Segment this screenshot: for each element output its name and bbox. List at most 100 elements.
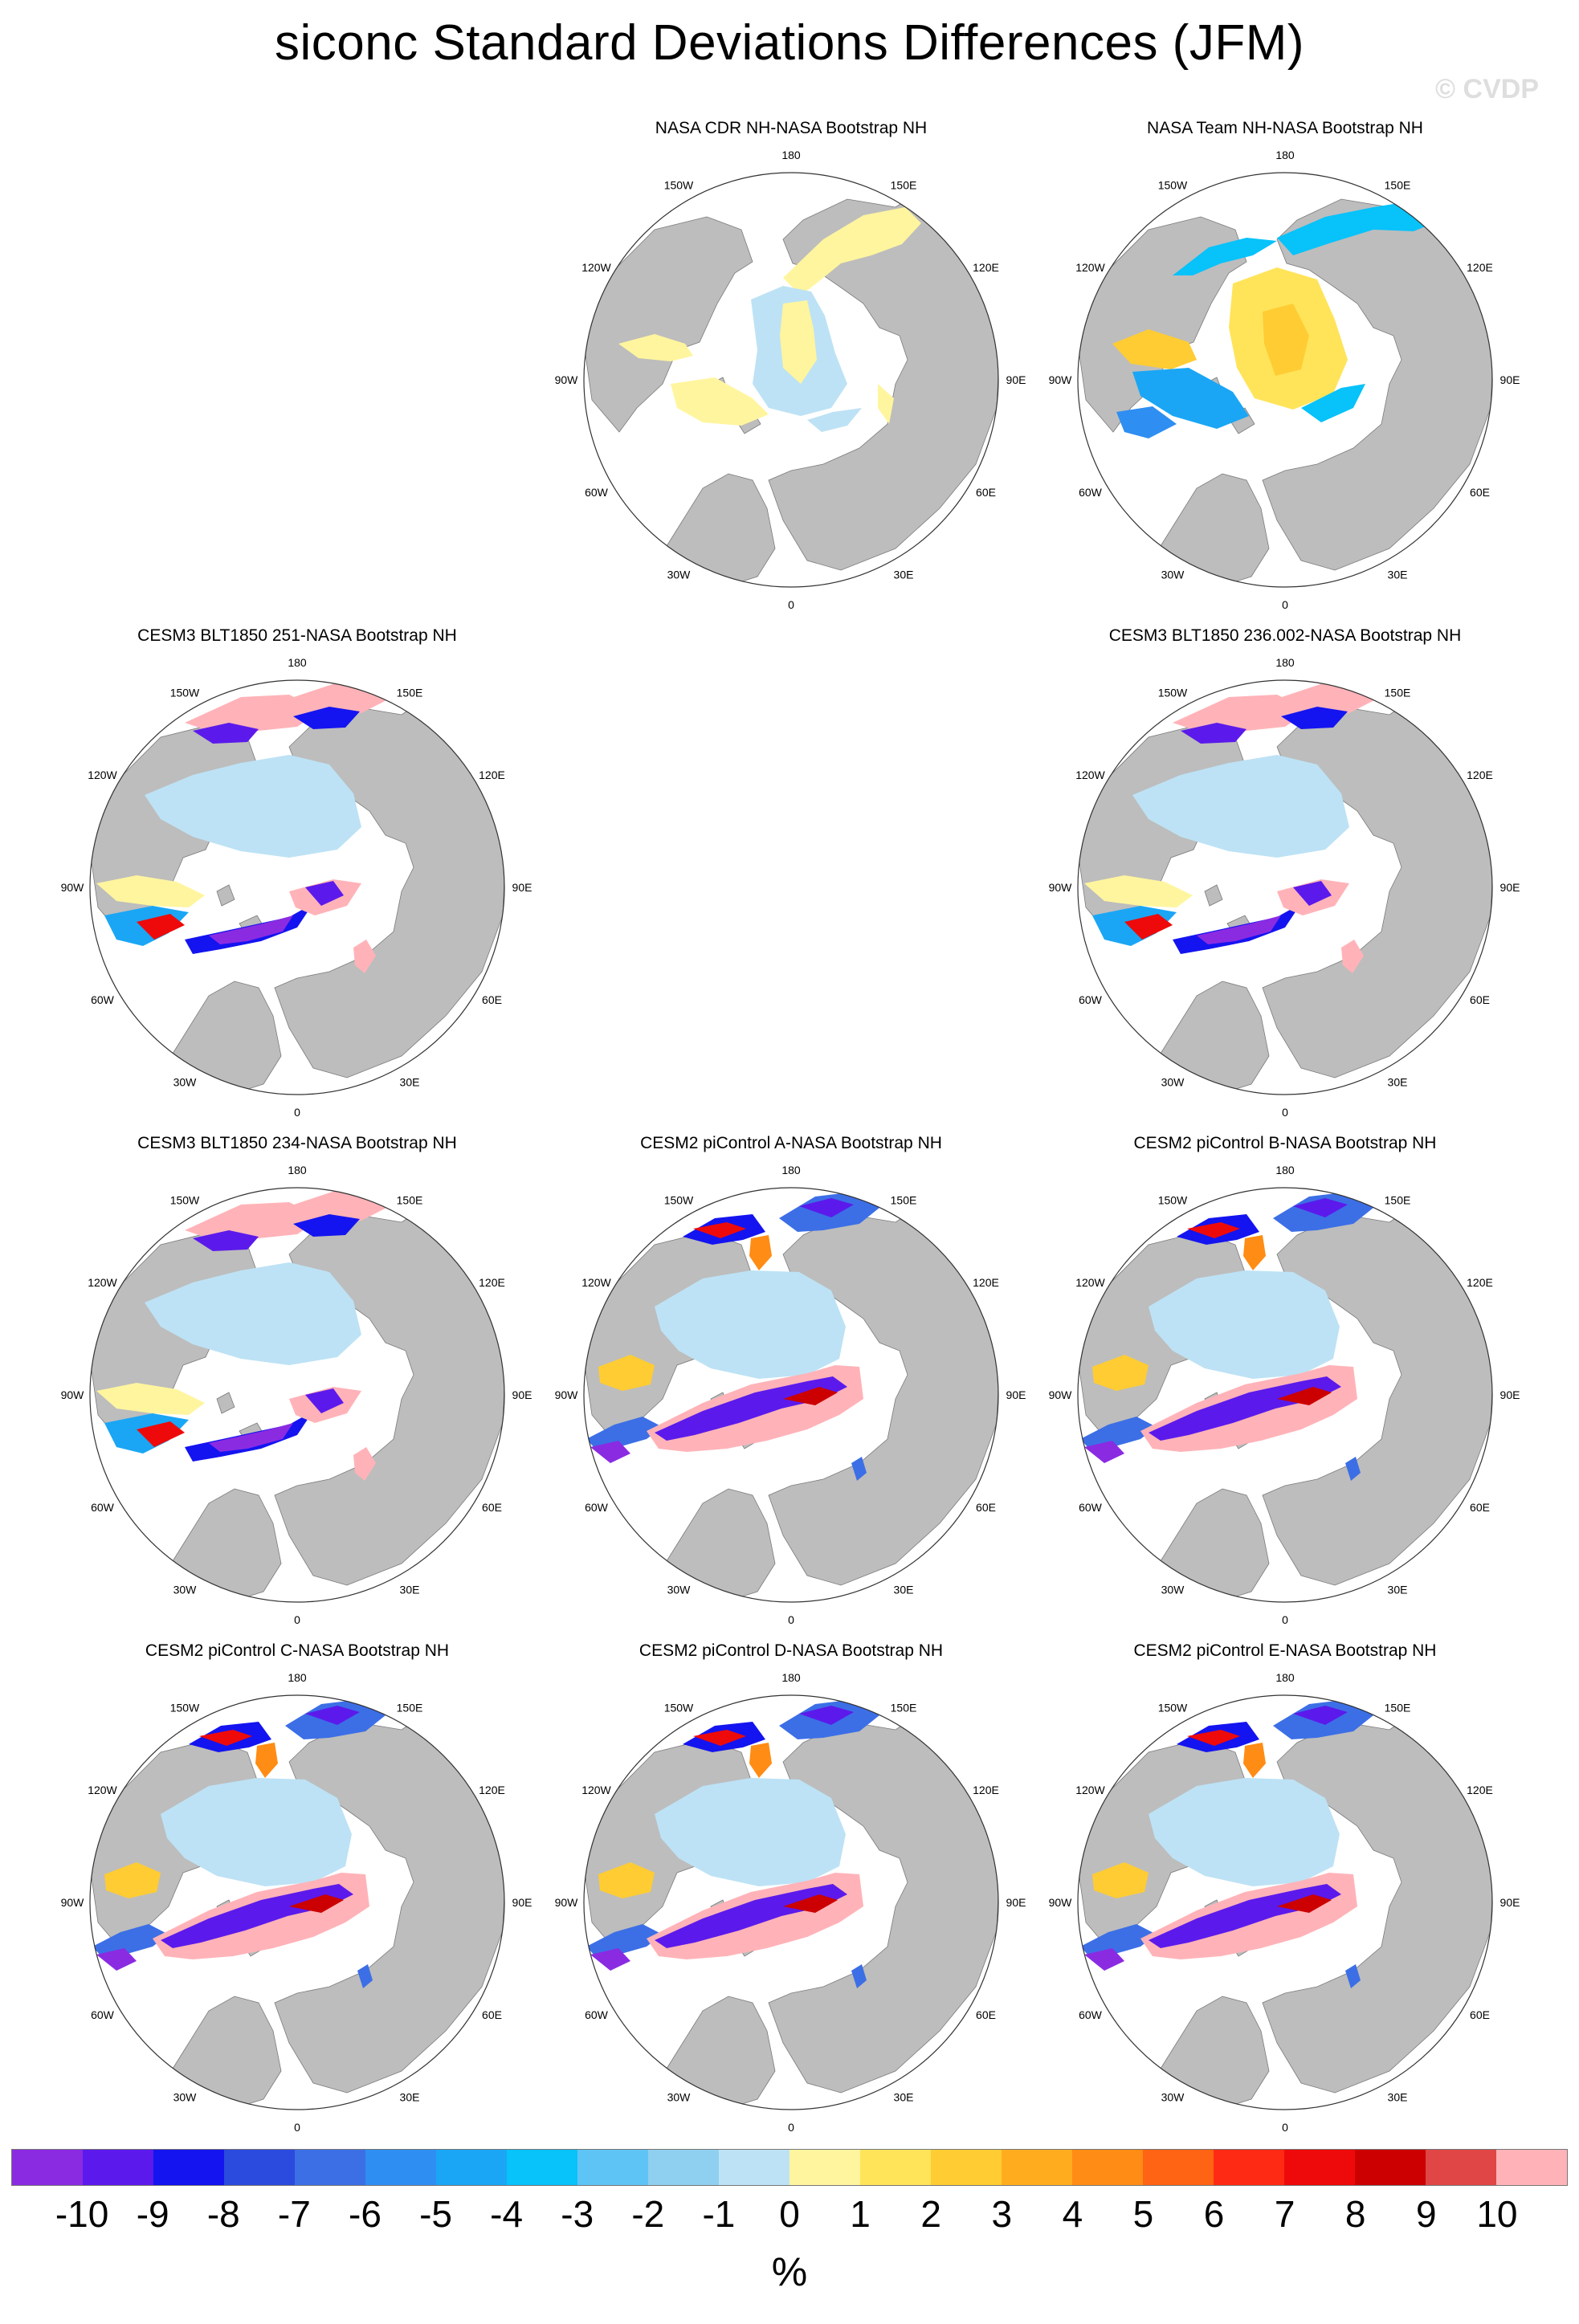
longitude-label: 30E bbox=[1388, 569, 1408, 581]
longitude-label: 90W bbox=[61, 881, 85, 894]
longitude-label: 150E bbox=[397, 687, 423, 699]
colorbar-tick-label: 4 bbox=[1062, 2193, 1083, 2235]
longitude-label: 120W bbox=[581, 1276, 611, 1289]
colorbar-tick-label: -2 bbox=[631, 2193, 665, 2235]
sea-ice-anomaly-patch bbox=[1084, 1441, 1124, 1463]
sea-ice-anomaly-patch bbox=[137, 1421, 185, 1447]
longitude-label: 120W bbox=[88, 769, 117, 781]
longitude-label: 30E bbox=[894, 569, 914, 581]
sea-ice-anomaly-patch bbox=[799, 1706, 854, 1725]
colorbar-swatch bbox=[1355, 2150, 1426, 2185]
longitude-label: 90E bbox=[1500, 1896, 1520, 1909]
colorbar-tick-label: 7 bbox=[1274, 2193, 1295, 2235]
longitude-label: 60E bbox=[1470, 993, 1490, 1006]
longitude-label: 120E bbox=[973, 1784, 999, 1796]
longitude-label: 90W bbox=[555, 1388, 579, 1401]
longitude-label: 180 bbox=[288, 1671, 307, 1684]
longitude-label: 150W bbox=[1158, 687, 1188, 699]
sea-ice-anomaly-patch bbox=[807, 408, 862, 432]
longitude-label: 30W bbox=[173, 1076, 198, 1089]
colorbar-tick-label: -6 bbox=[349, 2193, 381, 2235]
longitude-label: 150W bbox=[170, 687, 200, 699]
longitude-label: 60W bbox=[1079, 993, 1103, 1006]
sea-ice-anomaly-patch bbox=[671, 377, 769, 426]
longitude-label: 90E bbox=[1500, 373, 1520, 386]
sea-ice-anomaly-patch bbox=[590, 1441, 630, 1463]
longitude-label: 30W bbox=[173, 2091, 198, 2104]
longitude-label: 180 bbox=[781, 1164, 801, 1176]
longitude-label: 90W bbox=[555, 373, 579, 386]
colorbar-swatch bbox=[648, 2150, 719, 2185]
colorbar-swatch bbox=[1284, 2150, 1355, 2185]
sea-ice-anomaly-patch bbox=[96, 1948, 137, 1971]
longitude-label: 120E bbox=[479, 1784, 505, 1796]
panel-title: CESM2 piControl A-NASA Bootstrap NH bbox=[640, 1134, 942, 1152]
sea-ice-anomaly-patch bbox=[783, 1894, 838, 1913]
sea-ice-anomaly-patch bbox=[1149, 1778, 1340, 1886]
sea-ice-anomaly-patch bbox=[590, 1948, 630, 1971]
panel-title: CESM2 piControl E-NASA Bootstrap NH bbox=[1133, 1641, 1437, 1660]
sea-ice-anomaly-patch bbox=[780, 300, 817, 384]
sea-ice-anomaly-patch bbox=[598, 1355, 655, 1391]
sea-ice-anomaly-patch bbox=[185, 1202, 321, 1242]
sea-ice-anomaly-patch bbox=[1293, 881, 1332, 906]
sea-ice-anomaly-patch bbox=[96, 1383, 205, 1415]
colorbar-tick-label: 0 bbox=[779, 2193, 800, 2235]
sea-ice-anomaly-patch bbox=[185, 695, 321, 735]
longitude-label: 120E bbox=[973, 1276, 999, 1289]
polar-map: 180 150E 120E 90E 60E 30E 0 30W 60W 90W 120W 150W bbox=[1049, 1671, 1520, 2134]
longitude-label: 0 bbox=[294, 2121, 300, 2134]
longitude-label: 0 bbox=[788, 598, 794, 611]
colorbar-tick-label: -4 bbox=[490, 2193, 524, 2235]
colorbar-tick-label: 8 bbox=[1344, 2193, 1366, 2235]
map-border bbox=[583, 1694, 999, 2110]
longitude-label: 30E bbox=[1388, 1076, 1408, 1089]
longitude-label: 30W bbox=[1161, 2091, 1185, 2104]
sea-ice-anomaly-patch bbox=[1124, 914, 1173, 940]
map-border bbox=[89, 1187, 505, 1603]
longitude-label: 30E bbox=[894, 2091, 914, 2104]
longitude-label: 120E bbox=[479, 1276, 505, 1289]
longitude-label: 60E bbox=[482, 2008, 502, 2021]
longitude-label: 150W bbox=[664, 1194, 694, 1207]
longitude-label: 0 bbox=[1282, 1106, 1288, 1119]
sea-ice-anomaly-patch bbox=[1277, 201, 1438, 255]
sea-ice-anomaly-patch bbox=[655, 1376, 847, 1441]
sea-ice-anomaly-patch bbox=[293, 707, 360, 729]
colorbar-swatch bbox=[224, 2150, 295, 2185]
sea-ice-anomaly-patch bbox=[353, 1447, 376, 1481]
longitude-label: 150E bbox=[1385, 1194, 1411, 1207]
cvdp-watermark: © CVDP bbox=[1435, 74, 1539, 104]
longitude-label: 60E bbox=[976, 2008, 996, 2021]
colorbar-swatch bbox=[719, 2150, 790, 2185]
longitude-label: 30W bbox=[667, 569, 692, 581]
sea-ice-anomaly-patch bbox=[1277, 1894, 1332, 1913]
longitude-label: 30E bbox=[1388, 2091, 1408, 2104]
longitude-label: 120W bbox=[1075, 1276, 1105, 1289]
map-panel-cesm2-e: CESM2 piControl E-NASA Bootstrap NH 180 1… bbox=[1036, 1641, 1534, 2147]
sea-ice-anomaly-patch bbox=[1293, 1198, 1348, 1217]
sea-ice-anomaly-patch bbox=[878, 384, 894, 424]
colorbar-swatch bbox=[83, 2150, 153, 2185]
longitude-label: 180 bbox=[1275, 1164, 1295, 1176]
longitude-label: 0 bbox=[294, 1613, 300, 1626]
colorbar-swatch bbox=[1143, 2150, 1214, 2185]
longitude-label: 120E bbox=[973, 261, 999, 274]
colorbar-swatch bbox=[1002, 2150, 1072, 2185]
longitude-label: 90W bbox=[555, 1896, 579, 1909]
sea-ice-anomaly-patch bbox=[1345, 1964, 1361, 1988]
map-panel-cesm3-236-002: CESM3 BLT1850 236.002-NASA Bootstrap NH … bbox=[1036, 626, 1534, 1132]
longitude-label: 90W bbox=[61, 1388, 85, 1401]
colorbar-tick-label: -8 bbox=[206, 2193, 240, 2235]
longitude-label: 150E bbox=[891, 179, 917, 192]
longitude-label: 180 bbox=[1275, 149, 1295, 161]
longitude-label: 30W bbox=[667, 1584, 692, 1596]
sea-ice-anomaly-patch bbox=[693, 1730, 746, 1746]
longitude-label: 30W bbox=[1161, 1584, 1185, 1596]
map-border bbox=[1077, 1187, 1493, 1603]
sea-ice-anomaly-patch bbox=[145, 1262, 361, 1365]
longitude-label: 150E bbox=[1385, 179, 1411, 192]
colorbar-swatch bbox=[1426, 2150, 1496, 2185]
longitude-label: 30W bbox=[1161, 1076, 1185, 1089]
map-border bbox=[583, 172, 999, 588]
